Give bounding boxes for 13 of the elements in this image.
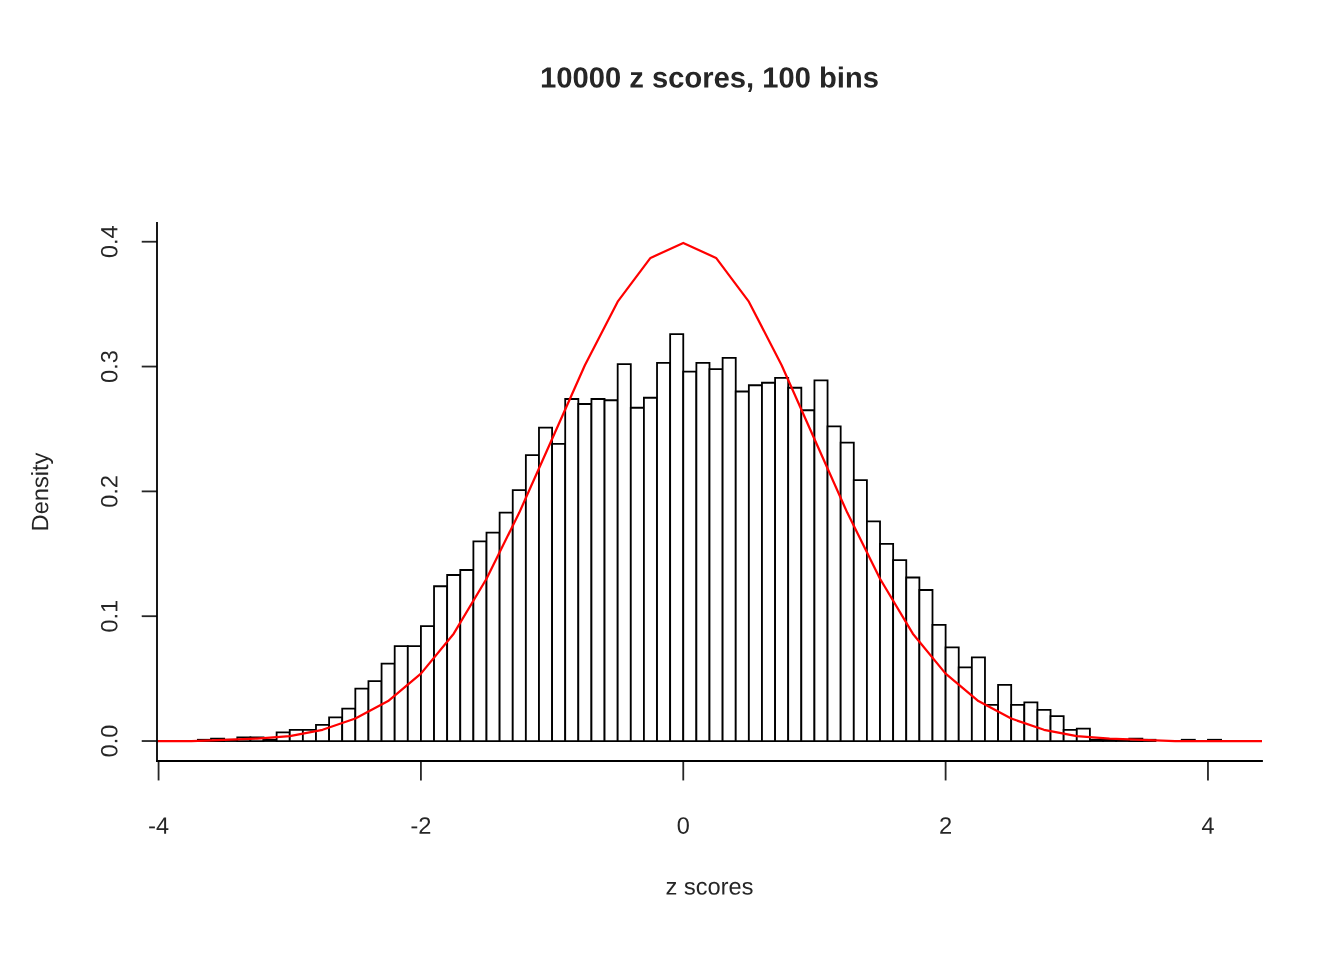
y-tick-label: 0.3 bbox=[100, 351, 118, 383]
y-tick-label: 0.4 bbox=[100, 226, 118, 258]
x-tick-label: 4 bbox=[1201, 817, 1214, 834]
y-tick-label: 0.1 bbox=[100, 600, 118, 632]
chart-title: 10000 z scores, 100 bins bbox=[541, 66, 878, 93]
x-axis-title: z scores bbox=[666, 881, 753, 895]
y-tick-label: 0.0 bbox=[100, 725, 118, 757]
x-tick-label: 0 bbox=[677, 817, 689, 834]
y-tick-label: 0.2 bbox=[100, 476, 118, 507]
y-axis-title: Density bbox=[31, 452, 54, 530]
x-tick-label: -4 bbox=[149, 817, 169, 834]
x-tick-label: -2 bbox=[411, 817, 431, 834]
x-tick-label: 2 bbox=[940, 817, 951, 834]
